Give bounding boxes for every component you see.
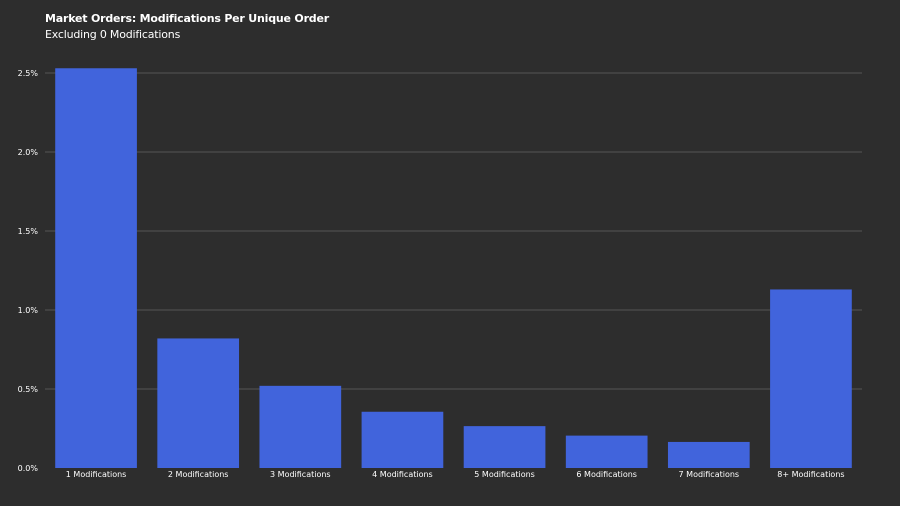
x-axis-labels: 1 Modifications 2 Modifications 3 Modifica… [66,470,845,479]
y-tick-label: 1.5% [18,227,39,236]
y-tick-label: 0.0% [18,464,39,473]
x-category-label: 1 Modifications [66,470,127,479]
bar [667,441,750,468]
bar [361,411,444,468]
x-category-label: 5 Modifications [474,470,535,479]
y-tick-label: 1.0% [18,306,39,315]
x-category-label: 3 Modifications [270,470,331,479]
x-category-label: 6 Modifications [576,470,637,479]
bar [157,338,240,468]
bar [565,435,648,468]
y-tick-label: 0.5% [18,385,39,394]
x-category-label: 2 Modifications [168,470,229,479]
y-axis-ticks: 0.0% 0.5% 1.0% 1.5% 2.0% 2.5% [18,69,39,473]
gridlines [45,72,862,390]
x-category-label: 7 Modifications [679,470,740,479]
y-tick-label: 2.0% [18,148,39,157]
chart-title: Market Orders: Modifications Per Unique … [45,12,329,25]
bar [463,426,546,468]
x-category-label: 8+ Modifications [777,470,844,479]
bar [259,385,342,468]
x-category-label: 4 Modifications [372,470,433,479]
y-tick-label: 2.5% [18,69,39,78]
bar [770,289,852,468]
bar [55,68,137,468]
chart-subtitle: Excluding 0 Modifications [45,28,181,41]
bars [55,68,852,468]
